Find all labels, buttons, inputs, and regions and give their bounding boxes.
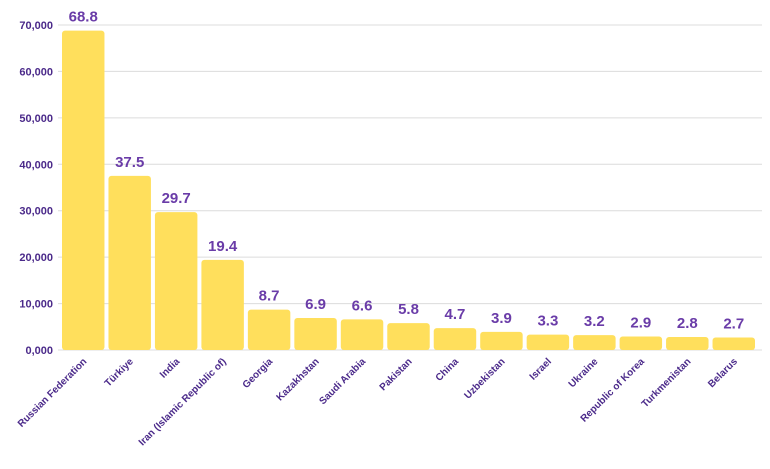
y-tick-label: 30,000: [19, 206, 53, 218]
bar: [480, 331, 523, 350]
bar: [619, 336, 663, 350]
value-label: 68.8: [69, 9, 98, 26]
y-tick-label: 50,000: [19, 113, 53, 125]
category-label: Pakistan: [378, 356, 415, 393]
bar: [573, 335, 616, 350]
value-label: 19.4: [208, 238, 238, 255]
y-tick-label: 10,000: [19, 299, 53, 311]
category-label: Russian Federation: [16, 356, 89, 429]
category-label: China: [434, 356, 462, 384]
bar: [387, 323, 430, 350]
category-label: Saudi Arabia: [317, 356, 368, 407]
bar: [201, 259, 244, 350]
bar: [433, 328, 477, 350]
value-label: 4.7: [445, 306, 466, 323]
bar: [712, 337, 755, 350]
value-label: 3.2: [584, 313, 605, 330]
bar: [154, 212, 198, 350]
value-label: 37.5: [115, 154, 144, 171]
y-tick-label: 70,000: [19, 20, 53, 32]
value-label: 2.7: [723, 315, 744, 332]
bar: [108, 175, 151, 350]
y-axis-ticks: 0,000 10,000 20,000 30,000 40,000 50,000 60,00…: [19, 20, 53, 357]
bar: [294, 317, 337, 350]
bar: [62, 30, 105, 350]
value-label: 6.6: [352, 297, 373, 314]
category-label: Israel: [528, 356, 554, 382]
value-label: 8.7: [259, 288, 280, 305]
y-tick-label: 20,000: [19, 252, 53, 264]
category-label: Kazakhstan: [275, 356, 322, 403]
bar: [340, 319, 384, 350]
value-label: 5.8: [398, 301, 419, 318]
value-label: 6.9: [305, 296, 326, 313]
category-label: Iran (Islamic Republic of): [137, 356, 229, 448]
category-label: Georgia: [241, 356, 276, 391]
bar: [247, 309, 291, 350]
value-label: 3.9: [491, 310, 512, 327]
bars: [62, 30, 755, 350]
y-tick-label: 60,000: [19, 66, 53, 78]
category-label: Türkiye: [103, 356, 136, 389]
category-label: Uzbekistan: [462, 356, 507, 401]
value-label: 2.9: [630, 315, 651, 332]
value-label: 3.3: [537, 313, 558, 330]
category-label: Turkmenistan: [640, 356, 694, 410]
category-label: India: [158, 356, 183, 381]
bar: [666, 337, 709, 350]
value-labels: 68.8 37.5 29.7 19.4 8.7 6.9 6.6 5.8 4.7 3.9 3.3 3.2…: [69, 9, 745, 333]
bar: [526, 334, 570, 350]
category-label: Belarus: [706, 356, 740, 390]
value-label: 2.8: [677, 315, 698, 332]
value-label: 29.7: [162, 190, 191, 207]
category-label: Ukraine: [567, 356, 601, 390]
y-tick-label: 0,000: [25, 345, 53, 357]
y-tick-label: 40,000: [19, 159, 53, 171]
